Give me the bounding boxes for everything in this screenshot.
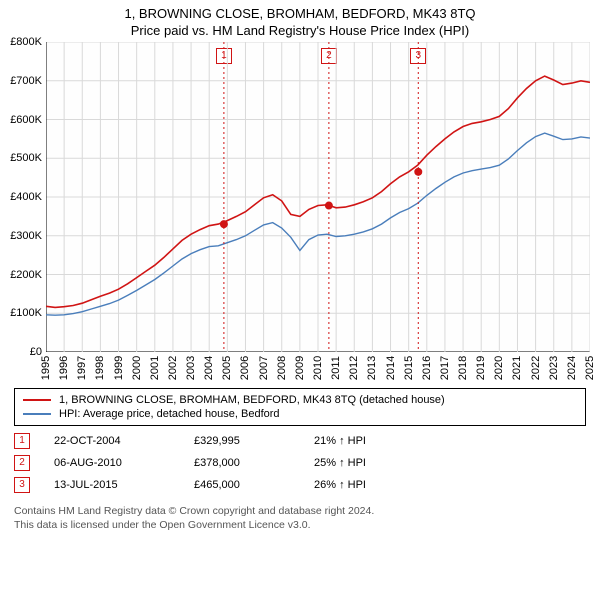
event-number: 3	[14, 477, 30, 493]
x-tick-label: 2009	[294, 356, 306, 380]
x-tick-label: 2023	[548, 356, 560, 380]
x-tick-label: 2022	[530, 356, 542, 380]
x-tick-label: 2013	[366, 356, 378, 380]
x-tick-label: 2018	[457, 356, 469, 380]
y-tick-label: £0	[2, 346, 42, 358]
event-row: 3 13-JUL-2015£465,00026% ↑ HPI	[14, 474, 586, 496]
legend-item: HPI: Average price, detached house, Bedf…	[23, 407, 577, 421]
event-date: 06-AUG-2010	[54, 457, 194, 469]
x-tick-label: 2021	[511, 356, 523, 380]
event-marker-dot	[220, 220, 228, 228]
event-row: 2 06-AUG-2010£378,00025% ↑ HPI	[14, 452, 586, 474]
event-diff: 21% ↑ HPI	[314, 435, 366, 447]
legend: 1, BROWNING CLOSE, BROMHAM, BEDFORD, MK4…	[14, 388, 586, 426]
chart-svg	[46, 42, 590, 352]
x-tick-label: 2008	[276, 356, 288, 380]
legend-swatch	[23, 399, 51, 401]
y-tick-label: £500K	[2, 152, 42, 164]
y-tick-label: £100K	[2, 307, 42, 319]
y-tick-label: £700K	[2, 75, 42, 87]
event-price: £329,995	[194, 435, 314, 447]
x-tick-label: 1996	[58, 356, 70, 380]
y-tick-label: £800K	[2, 36, 42, 48]
event-number: 1	[14, 433, 30, 449]
x-tick-label: 2019	[475, 356, 487, 380]
legend-label: HPI: Average price, detached house, Bedf…	[59, 408, 280, 420]
x-tick-label: 2003	[185, 356, 197, 380]
footnote: Contains HM Land Registry data © Crown c…	[14, 504, 586, 532]
y-tick-label: £400K	[2, 191, 42, 203]
events-table: 1 22-OCT-2004£329,99521% ↑ HPI 2 06-AUG-201…	[14, 430, 586, 496]
chart-container: 1, BROWNING CLOSE, BROMHAM, BEDFORD, MK4…	[0, 0, 600, 590]
x-tick-label: 2002	[167, 356, 179, 380]
event-date: 22-OCT-2004	[54, 435, 194, 447]
chart-area: £0£100K£200K£300K£400K£500K£600K£700K£80…	[46, 42, 590, 382]
x-tick-label: 2020	[493, 356, 505, 380]
footnote-line: Contains HM Land Registry data © Crown c…	[14, 504, 586, 518]
x-tick-label: 1995	[40, 356, 52, 380]
x-tick-label: 1998	[94, 356, 106, 380]
y-tick-label: £200K	[2, 269, 42, 281]
x-tick-label: 2012	[348, 356, 360, 380]
x-tick-label: 1997	[76, 356, 88, 380]
legend-swatch	[23, 413, 51, 415]
x-tick-label: 2017	[439, 356, 451, 380]
x-tick-label: 2024	[566, 356, 578, 380]
y-tick-label: £300K	[2, 230, 42, 242]
x-tick-label: 2014	[385, 356, 397, 380]
footnote-line: This data is licensed under the Open Gov…	[14, 518, 586, 532]
x-tick-label: 2005	[221, 356, 233, 380]
event-diff: 26% ↑ HPI	[314, 479, 366, 491]
event-price: £465,000	[194, 479, 314, 491]
chart-title: 1, BROWNING CLOSE, BROMHAM, BEDFORD, MK4…	[0, 0, 600, 21]
x-tick-label: 2010	[312, 356, 324, 380]
event-date: 13-JUL-2015	[54, 479, 194, 491]
chart-subtitle: Price paid vs. HM Land Registry's House …	[0, 21, 600, 42]
x-tick-label: 1999	[113, 356, 125, 380]
legend-item: 1, BROWNING CLOSE, BROMHAM, BEDFORD, MK4…	[23, 393, 577, 407]
event-number: 2	[14, 455, 30, 471]
y-tick-label: £600K	[2, 114, 42, 126]
legend-label: 1, BROWNING CLOSE, BROMHAM, BEDFORD, MK4…	[59, 394, 445, 406]
x-tick-label: 2007	[258, 356, 270, 380]
event-marker-dot	[414, 168, 422, 176]
event-price: £378,000	[194, 457, 314, 469]
x-tick-label: 2015	[403, 356, 415, 380]
x-tick-label: 2001	[149, 356, 161, 380]
x-tick-label: 2004	[203, 356, 215, 380]
x-tick-label: 2025	[584, 356, 596, 380]
event-marker-dot	[325, 202, 333, 210]
x-tick-label: 2000	[131, 356, 143, 380]
x-tick-label: 2016	[421, 356, 433, 380]
event-diff: 25% ↑ HPI	[314, 457, 366, 469]
x-tick-label: 2011	[330, 356, 342, 380]
event-row: 1 22-OCT-2004£329,99521% ↑ HPI	[14, 430, 586, 452]
x-tick-label: 2006	[239, 356, 251, 380]
plot-region: £0£100K£200K£300K£400K£500K£600K£700K£80…	[46, 42, 590, 352]
